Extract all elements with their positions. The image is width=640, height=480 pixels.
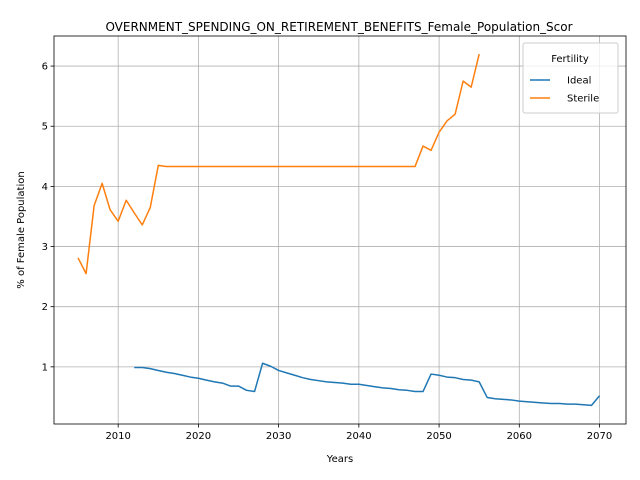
x-tick-label: 2050 [426, 431, 451, 442]
grid-lines [54, 36, 626, 424]
y-tick-label: 5 [42, 122, 48, 133]
x-tick-label: 2020 [186, 431, 211, 442]
y-tick-label: 1 [42, 362, 48, 373]
chart-title: OVERNMENT_SPENDING_ON_RETIREMENT_BENEFIT… [105, 20, 572, 34]
legend-label-ideal: Ideal [567, 76, 591, 87]
x-axis-label: Years [326, 454, 353, 465]
legend: Fertility Ideal Sterile [522, 42, 619, 114]
plot-frame [53, 35, 627, 425]
y-tick-label: 6 [42, 62, 48, 73]
series-line-ideal [134, 362, 601, 407]
x-tick-label: 2060 [507, 431, 532, 442]
x-tick-label: 2030 [266, 431, 291, 442]
x-tick-label: 2010 [105, 431, 130, 442]
y-tick-label: 2 [42, 302, 48, 313]
series-line-sterile [77, 53, 480, 275]
legend-box [522, 42, 619, 114]
x-axis: 2010 2020 2030 2040 2050 2060 2070 [105, 424, 612, 442]
x-tick-label: 2040 [346, 431, 371, 442]
x-tick-label: 2070 [587, 431, 612, 442]
y-axis-label: % of Female Population [16, 171, 27, 288]
y-tick-label: 4 [42, 182, 48, 193]
legend-label-sterile: Sterile [567, 94, 599, 105]
y-axis: 1 2 3 4 5 6 [42, 62, 54, 373]
legend-title: Fertility [551, 54, 589, 65]
series-layer [77, 53, 601, 407]
y-tick-label: 3 [42, 242, 48, 253]
